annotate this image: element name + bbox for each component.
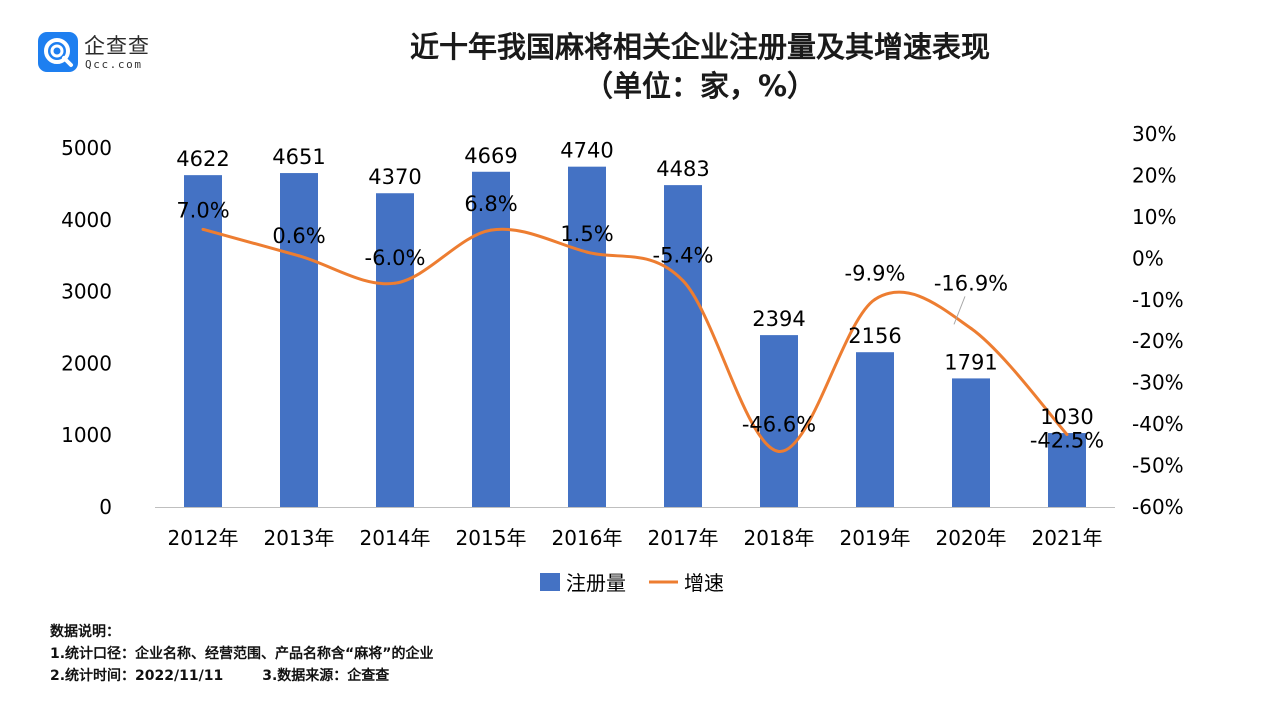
bar-2021年 [1048, 433, 1086, 507]
bar-value-label: 1030 [1040, 405, 1093, 429]
bar-2014年 [376, 193, 414, 507]
legend-label-bar: 注册量 [566, 571, 626, 595]
qcc-logo: 企查查 Qcc.com [38, 30, 178, 74]
bar-value-label: 4740 [560, 139, 613, 163]
growth-rate-line [202, 227, 1069, 453]
y-right-tick-label: -40% [1132, 412, 1184, 436]
bar-2020年 [952, 378, 990, 507]
bar-2015年 [472, 171, 510, 507]
growth-point-2019年 [873, 297, 877, 301]
chart-subtitle: （单位：家，%） [583, 69, 817, 103]
bar-value-label: 4483 [656, 157, 709, 181]
bar-2012年 [184, 175, 222, 508]
x-tick-label: 2015年 [456, 526, 527, 550]
growth-point-2018年 [777, 449, 781, 453]
y-left-tick-label: 0 [99, 495, 112, 519]
y-right-tick-label: 20% [1132, 163, 1176, 187]
x-tick-label: 2013年 [264, 526, 335, 550]
bar-value-label: 4651 [272, 145, 325, 169]
notes-line-1: 1.统计口径：企业名称、经营范围、产品名称含“麻将”的企业 [50, 646, 434, 662]
x-tick-label: 2020年 [936, 526, 1007, 550]
growth-value-label: -42.5% [1030, 428, 1104, 452]
growth-point-2021年 [1065, 432, 1069, 436]
legend-label-line: 增速 [684, 571, 724, 595]
growth-value-label: -6.0% [365, 246, 426, 270]
growth-value-label: -46.6% [742, 412, 816, 436]
data-notes: 数据说明： 1.统计口径：企业名称、经营范围、产品名称含“麻将”的企业 2.统计… [50, 621, 433, 687]
y-right-tick-label: 0% [1132, 246, 1164, 270]
growth-value-label: -16.9% [934, 271, 1008, 295]
growth-value-label: 1.5% [560, 222, 613, 246]
y-right-tick-label: -10% [1132, 288, 1184, 312]
bar-value-label: 2156 [848, 324, 901, 348]
y-left-tick-label: 1000 [61, 423, 112, 447]
y-right-tick-label: 10% [1132, 205, 1176, 229]
growth-point-2014年 [393, 281, 397, 285]
x-tick-label: 2018年 [744, 526, 815, 550]
growth-value-label: 6.8% [464, 192, 517, 216]
growth-point-2012年 [201, 227, 205, 231]
bar-2017年 [664, 185, 702, 507]
notes-heading: 数据说明： [50, 624, 120, 640]
growth-value-label: 7.0% [176, 198, 229, 222]
y-right-tick-label: 30% [1132, 122, 1176, 146]
bar-value-label: 1791 [944, 350, 997, 374]
chart-title: 近十年我国麻将相关企业注册量及其增速表现 [409, 30, 990, 64]
growth-point-2013年 [297, 254, 301, 258]
bar-value-label: 4669 [464, 144, 517, 168]
bar-value-label: 4370 [368, 165, 421, 189]
x-tick-label: 2017年 [648, 526, 719, 550]
x-tick-label: 2012年 [168, 526, 239, 550]
bar-2016年 [568, 166, 606, 507]
notes-line-2: 2.统计时间：2022/11/11 3.数据来源：企查查 [50, 668, 390, 684]
bar-2013年 [280, 173, 318, 507]
growth-value-label: -9.9% [845, 261, 906, 285]
growth-point-2016年 [585, 250, 589, 254]
y-left-tick-label: 2000 [61, 351, 112, 375]
x-tick-label: 2016年 [552, 526, 623, 550]
x-tick-label: 2019年 [840, 526, 911, 550]
bar-value-label: 4622 [176, 147, 229, 171]
y-left-tick-label: 3000 [61, 280, 112, 304]
leader-line [953, 296, 966, 325]
logo-site: Qcc.com [85, 58, 143, 71]
y-right-tick-label: -60% [1132, 495, 1184, 519]
y-left-tick-label: 5000 [61, 136, 112, 160]
bar-2019年 [856, 352, 894, 507]
y-right-tick-label: -20% [1132, 329, 1184, 353]
x-tick-label: 2021年 [1032, 526, 1103, 550]
x-tick-label: 2014年 [360, 526, 431, 550]
logo-name: 企查查 [84, 34, 150, 58]
growth-value-label: 0.6% [272, 224, 325, 248]
growth-point-2015年 [489, 228, 493, 232]
growth-point-2017年 [681, 279, 685, 283]
y-right-tick-label: -30% [1132, 371, 1184, 395]
legend-swatch-bar [540, 573, 560, 591]
growth-value-label: -5.4% [653, 244, 714, 268]
bar-value-label: 2394 [752, 307, 805, 331]
qcc-logo-icon [38, 32, 78, 72]
y-right-tick-label: -50% [1132, 454, 1184, 478]
y-left-tick-label: 4000 [61, 208, 112, 232]
growth-point-2020年 [969, 326, 973, 330]
bar-2018年 [760, 335, 798, 507]
